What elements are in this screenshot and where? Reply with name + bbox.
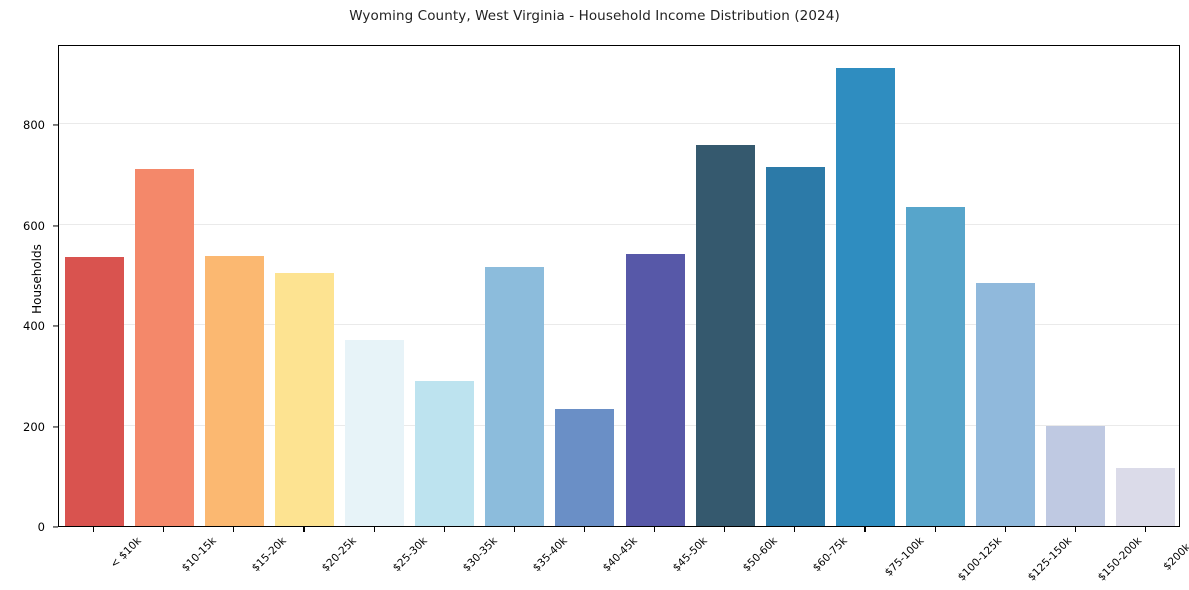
bar — [485, 266, 545, 526]
x-tick-label: $40-45k — [600, 535, 640, 575]
x-tick-mark — [513, 527, 515, 532]
y-tick-label: 200 — [23, 419, 45, 434]
gridline — [59, 424, 1179, 426]
bar — [64, 257, 124, 526]
y-axis: Households 0 200 400 600 800 — [0, 45, 58, 534]
x-tick-label: $125-150k — [1025, 535, 1074, 584]
y-tick-mark — [53, 225, 58, 227]
x-tick-label: $45-50k — [670, 535, 710, 575]
bar — [1046, 425, 1106, 526]
bar — [134, 169, 194, 526]
x-tick-label: $60-75k — [810, 535, 851, 575]
x-tick-mark — [934, 527, 936, 532]
bar — [625, 254, 685, 526]
bar — [415, 380, 475, 526]
x-tick-label: $100-125k — [955, 535, 1004, 584]
x-tick-label: $30-35k — [460, 535, 500, 575]
y-tick-label: 800 — [23, 118, 45, 133]
x-tick-label: $35-40k — [530, 535, 570, 575]
y-tick-mark — [53, 325, 58, 327]
x-tick-label: < $10k — [108, 535, 144, 571]
y-tick-label: 600 — [23, 218, 45, 233]
x-tick-mark — [233, 527, 235, 532]
x-tick-mark — [864, 527, 866, 532]
bar — [765, 166, 825, 526]
x-tick-label: $150-200k — [1095, 535, 1144, 584]
x-tick-mark — [443, 527, 445, 532]
x-tick-label: $10-15k — [179, 535, 219, 575]
bar — [555, 408, 615, 526]
bar — [695, 145, 755, 526]
x-tick-mark — [583, 527, 586, 532]
bars-layer — [59, 46, 1179, 526]
x-tick-mark — [1074, 527, 1076, 532]
x-tick-label: $200k+ — [1161, 535, 1189, 573]
y-tick-mark — [53, 526, 58, 528]
y-tick-mark — [53, 124, 58, 126]
chart-title: Wyoming County, West Virginia - Househol… — [349, 8, 840, 24]
y-tick-label: 400 — [23, 319, 45, 334]
x-tick-label: $25-30k — [390, 535, 430, 575]
bar — [906, 206, 965, 526]
bar — [1116, 468, 1176, 526]
plot-area — [58, 45, 1180, 527]
x-tick-mark — [724, 527, 726, 532]
gridline — [59, 324, 1179, 326]
gridline — [59, 123, 1179, 125]
x-tick-label: $15-20k — [249, 535, 290, 575]
x-tick-label: $50-60k — [740, 535, 780, 575]
x-tick-mark — [1004, 527, 1006, 532]
bar — [274, 273, 334, 526]
x-tick-mark — [373, 527, 375, 532]
x-tick-mark — [1144, 527, 1147, 532]
x-tick-mark — [93, 527, 95, 532]
x-tick-mark — [303, 527, 305, 532]
y-tick-mark — [53, 426, 58, 428]
x-axis: < $10k $10-15k $15-20k $20-25k $25-30k $30-35… — [58, 527, 1189, 590]
gridline — [59, 223, 1179, 225]
x-tick-label: $20-25k — [320, 535, 360, 575]
bar — [976, 282, 1036, 526]
x-tick-label: $75-100k — [883, 535, 927, 579]
x-tick-mark — [794, 527, 796, 532]
bar — [204, 256, 264, 526]
bar — [345, 339, 404, 526]
bar — [835, 67, 895, 526]
x-tick-mark — [163, 527, 165, 532]
y-tick-label: 0 — [37, 520, 45, 534]
x-tick-mark — [654, 527, 656, 532]
